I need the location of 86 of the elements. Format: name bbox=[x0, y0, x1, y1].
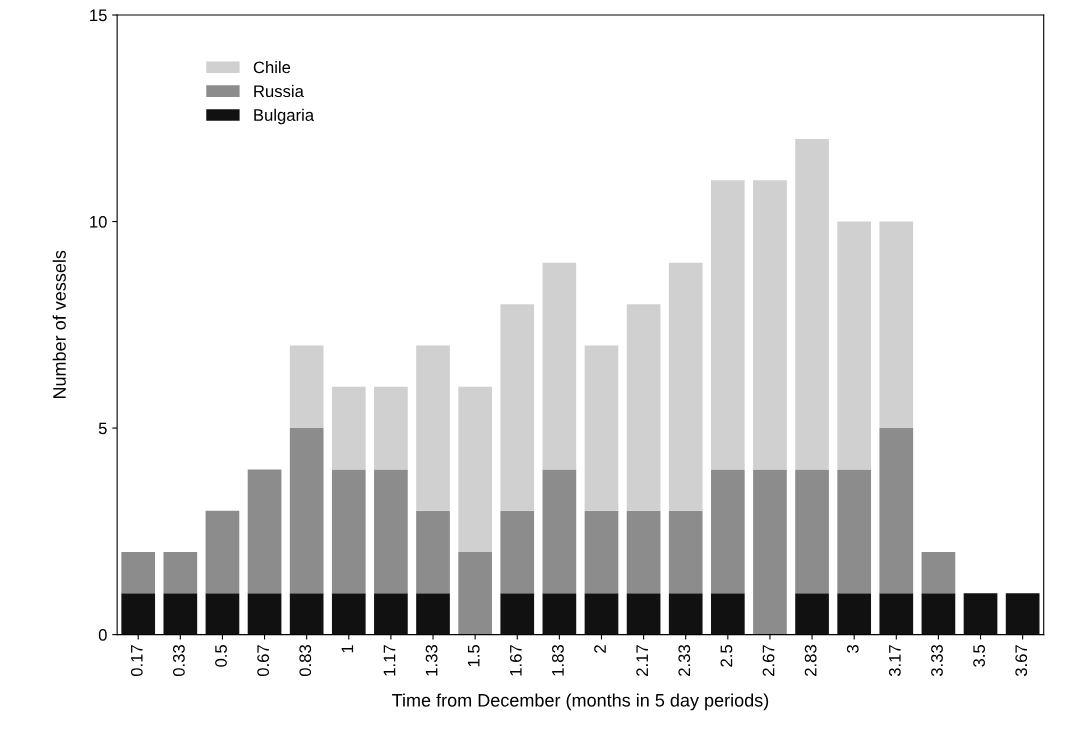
legend-label: Bulgaria bbox=[254, 108, 315, 125]
x-tick-label: 2.83 bbox=[804, 645, 817, 676]
bar bbox=[1005, 593, 1040, 635]
x-tick-label: 3.67 bbox=[1015, 645, 1028, 677]
bar bbox=[542, 262, 577, 470]
x-axis-title: Time from December (months in 5 day periods) bbox=[392, 693, 769, 711]
bar bbox=[837, 469, 872, 594]
x-tick-label: 2.17 bbox=[636, 645, 648, 676]
bar bbox=[331, 469, 366, 594]
bar bbox=[795, 138, 829, 470]
bar bbox=[753, 180, 787, 470]
bar bbox=[879, 428, 914, 594]
y-tick-label: 15 bbox=[90, 9, 107, 22]
x-tick-label: 1.33 bbox=[425, 645, 438, 676]
bar bbox=[668, 262, 703, 511]
bar bbox=[163, 551, 198, 594]
bar bbox=[331, 593, 366, 635]
bar bbox=[416, 345, 450, 511]
x-tick-label: 2.67 bbox=[762, 645, 775, 676]
bar bbox=[500, 510, 535, 594]
bar bbox=[374, 469, 408, 594]
bar bbox=[668, 593, 703, 635]
bar bbox=[416, 510, 450, 594]
bar bbox=[289, 428, 324, 594]
bar bbox=[879, 593, 914, 635]
bar bbox=[331, 386, 366, 470]
bar bbox=[458, 386, 492, 552]
bar bbox=[710, 469, 745, 594]
bar bbox=[753, 469, 787, 635]
bar bbox=[795, 469, 829, 594]
bar bbox=[121, 551, 156, 594]
y-tick-label: 10 bbox=[90, 215, 107, 228]
bar bbox=[963, 593, 998, 635]
bar bbox=[500, 593, 535, 635]
y-axis-title: Number of vessels bbox=[52, 250, 66, 399]
bar bbox=[626, 510, 661, 594]
bar bbox=[710, 593, 745, 635]
bar bbox=[921, 593, 956, 635]
bar bbox=[542, 593, 577, 635]
x-tick-label: 3.33 bbox=[931, 645, 943, 677]
x-tick-label: 2 bbox=[594, 645, 606, 653]
bar bbox=[626, 593, 661, 635]
bar bbox=[626, 304, 661, 511]
bar bbox=[584, 510, 619, 594]
bar bbox=[205, 593, 240, 635]
x-tick-label: 0.5 bbox=[215, 645, 227, 667]
bar bbox=[289, 593, 324, 635]
x-tick-label: 0.33 bbox=[173, 645, 185, 677]
x-tick-label: 3 bbox=[846, 645, 859, 653]
x-tick-label: 2.5 bbox=[720, 645, 733, 667]
bar bbox=[710, 180, 745, 470]
bar bbox=[374, 386, 408, 470]
bar bbox=[205, 510, 240, 594]
x-tick-label: 3.17 bbox=[888, 645, 901, 677]
bar bbox=[416, 593, 450, 635]
legend-label: Chile bbox=[253, 61, 291, 74]
bar bbox=[289, 345, 324, 429]
x-tick-label: 1.5 bbox=[467, 645, 480, 667]
bar bbox=[121, 593, 156, 635]
y-tick-label: 5 bbox=[98, 422, 107, 435]
bar bbox=[879, 221, 914, 429]
bar bbox=[795, 593, 829, 635]
bar bbox=[837, 221, 872, 470]
x-tick-label: 0.83 bbox=[299, 645, 312, 677]
bar bbox=[247, 469, 282, 594]
x-tick-label: 1.17 bbox=[383, 645, 396, 676]
bar bbox=[921, 551, 956, 594]
x-tick-label: 1.83 bbox=[552, 645, 564, 676]
bar bbox=[374, 593, 408, 635]
x-tick-label: 2.33 bbox=[678, 645, 691, 676]
x-tick-label: 1 bbox=[341, 645, 354, 653]
x-tick-label: 0.17 bbox=[130, 645, 143, 677]
y-tick-label: 0 bbox=[98, 629, 107, 641]
bar bbox=[584, 593, 619, 635]
x-tick-label: 0.67 bbox=[257, 645, 270, 677]
bar bbox=[163, 593, 198, 635]
bar bbox=[668, 510, 703, 594]
bar bbox=[837, 593, 872, 635]
bar bbox=[584, 345, 619, 511]
x-tick-label: 1.67 bbox=[509, 645, 522, 676]
bar bbox=[500, 304, 535, 511]
bar bbox=[247, 593, 282, 635]
legend-label: Russia bbox=[254, 84, 304, 98]
bar bbox=[542, 469, 577, 594]
bar bbox=[458, 551, 492, 635]
x-tick-label: 3.5 bbox=[973, 645, 985, 667]
